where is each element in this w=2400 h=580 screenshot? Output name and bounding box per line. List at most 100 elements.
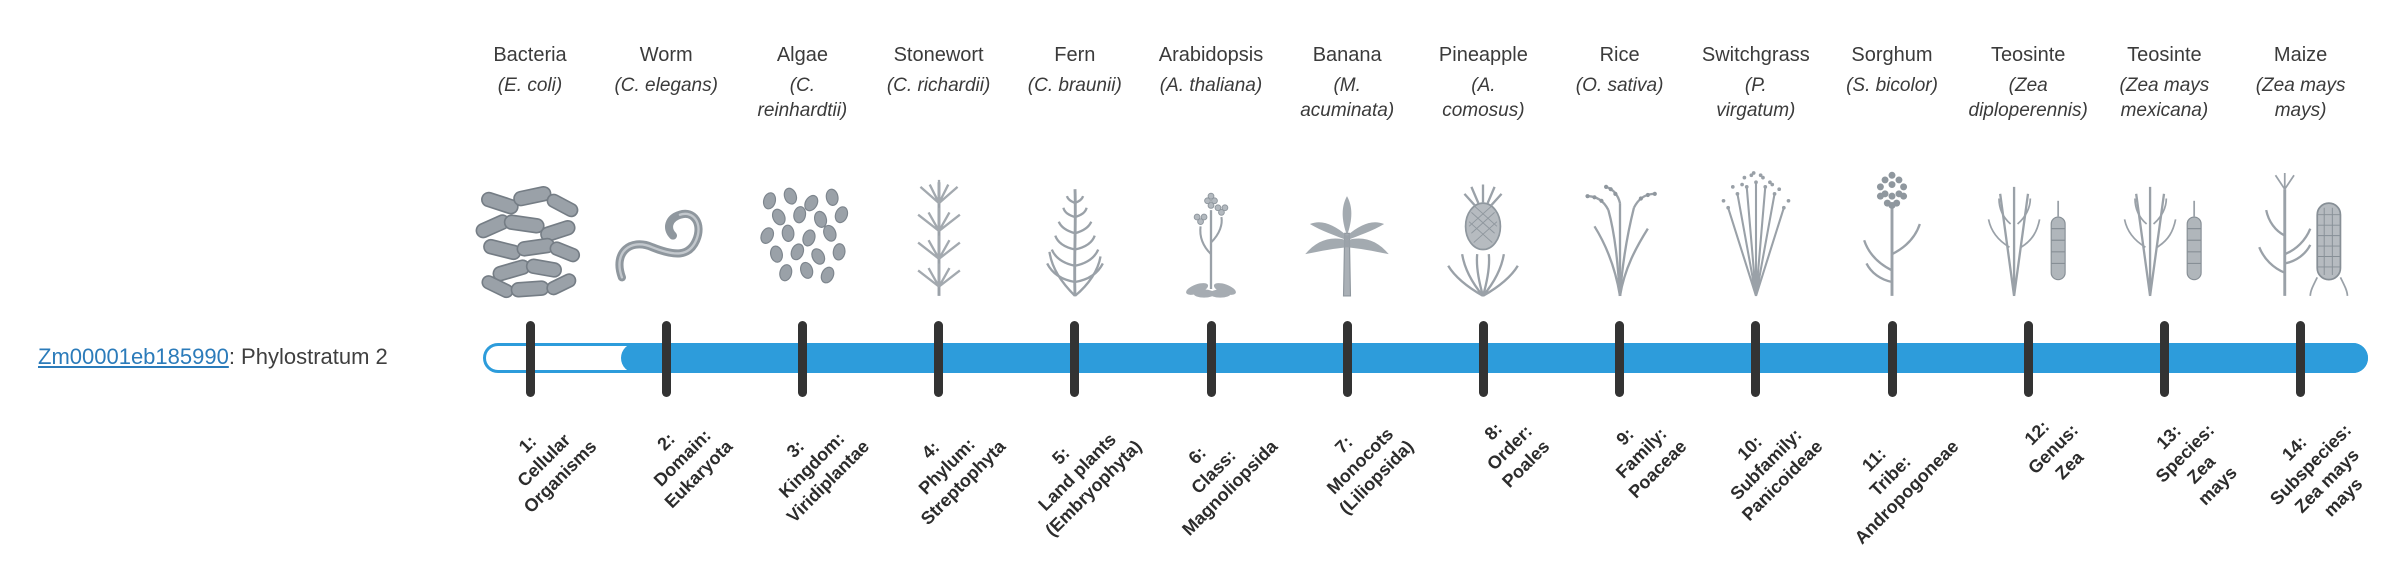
arabidopsis-icon [1186, 192, 1236, 298]
timeline-tick [2023, 321, 2033, 397]
organism-column: Banana (M. acuminata) 7: Monocots (Lilio… [1272, 0, 1422, 580]
organism-column: Teosinte (Zea mays mexicana) 13: Species… [2089, 0, 2242, 580]
common-name: Fern [1054, 44, 1096, 66]
stratum-label: 11: Tribe: Andropogoneae [1850, 436, 1963, 549]
timeline-tick [1615, 321, 1625, 397]
timeline-fill [621, 343, 2368, 373]
timeline-tick [661, 321, 671, 397]
organism-icon-box [2089, 128, 2239, 306]
stratum-label: 10: Subfamily: Panicoideae [1726, 424, 1827, 525]
scientific-name: (C. braunii) [1027, 75, 1122, 96]
stonewort-icon [917, 179, 961, 296]
common-name: Pineapple [1438, 44, 1528, 66]
algae-icon [760, 187, 849, 284]
sorghum-icon [1863, 171, 1921, 296]
organism-column: Fern (C. braunii) 5: Land plants (Embryo… [1000, 0, 1150, 580]
maize-icon [2257, 172, 2348, 296]
timeline-tick [1342, 321, 1352, 397]
organism-column: Arabidopsis (A. thaliana) 6: Class: Magn… [1136, 0, 1286, 580]
organism-icon-box [1817, 128, 1967, 306]
scientific-name: (C. richardii) [886, 75, 991, 96]
common-name: Stonewort [893, 44, 984, 66]
organism-column: Sorghum (S. bicolor) 11: Tribe: Andropog… [1817, 0, 1967, 580]
scientific-name: (C. elegans) [614, 75, 718, 96]
scientific-name: (M. acuminata) [1300, 75, 1395, 121]
teosinte-icon [1987, 186, 2066, 297]
teosinte-icon [2124, 186, 2203, 297]
scientific-name: (C. reinhardtii) [757, 75, 848, 121]
timeline-tick [525, 321, 535, 397]
switchgrass-icon [1721, 171, 1791, 297]
scientific-name: (O. sativa) [1575, 75, 1664, 96]
common-name: Worm [639, 44, 693, 66]
organism-icon-box [455, 128, 605, 306]
timeline-tick [2159, 321, 2169, 397]
organism-icon-box [1545, 128, 1695, 306]
rice-icon [1585, 184, 1657, 297]
organism-icon-box [1272, 128, 1422, 306]
common-name: Sorghum [1851, 44, 1933, 66]
organism-icon-box [1408, 128, 1558, 306]
common-name: Teosinte [2127, 44, 2202, 66]
organism-icon-box [1681, 128, 1831, 306]
organism-column: Stonewort (C. richardii) 4: Phylum: Stre… [864, 0, 1014, 580]
stratum-label: 4: Phylum: Streptophyta [914, 434, 1010, 529]
timeline-tick [1751, 321, 1761, 397]
worm-icon [615, 209, 703, 282]
stratum-label: 6: Class: Magnoliopsida [1178, 436, 1282, 540]
common-name: Algae [776, 44, 828, 66]
common-name: Banana [1312, 44, 1382, 66]
organism-icon-box [2226, 128, 2376, 306]
organism-column: Pineapple (A. comosus) 8: Order: Poales [1408, 0, 1558, 580]
organism-icon-box [1953, 128, 2103, 306]
scientific-name: (E. coli) [497, 75, 563, 96]
scientific-name: (P. virgatum) [1716, 75, 1796, 121]
timeline-tick [1206, 321, 1216, 397]
organism-column: Algae (C. reinhardtii) 3: Kingdom: Virid… [727, 0, 877, 580]
scientific-name: (Zea mays mexicana) [2119, 75, 2210, 121]
banana-icon [1305, 196, 1389, 297]
bacteria-icon [475, 185, 581, 299]
scientific-name: (Zea mays mays) [2255, 75, 2346, 121]
scientific-name: (A. comosus) [1442, 75, 1525, 121]
stratum-label: 12: Genus: Zea [2020, 416, 2088, 484]
timeline-tick [934, 321, 944, 397]
common-name: Switchgrass [1701, 44, 1810, 66]
organism-column: Maize (Zea mays mays) 14: Subspecies: Ze… [2226, 0, 2376, 580]
organism-column: Teosinte (Zea diploperennis) 12: Genus: … [1953, 0, 2103, 580]
gene-link[interactable]: Zm00001eb185990 [38, 344, 229, 369]
organism-column: Rice (O. sativa) 9: Family: Poaceae [1545, 0, 1695, 580]
stratum-label: 7: Monocots (Liliopsida) [1323, 423, 1418, 519]
timeline-tick [1478, 321, 1488, 397]
organism-column: Switchgrass (P. virgatum) 10: Subfamily:… [1681, 0, 1831, 580]
timeline-tick [2296, 321, 2306, 397]
scientific-name: (A. thaliana) [1159, 75, 1263, 96]
common-name: Bacteria [493, 44, 567, 66]
stratum-label: 1: Cellular Organisms [513, 429, 601, 517]
stratum-label: 3: Kingdom: Viridiplantae [774, 428, 873, 527]
common-name: Maize [2273, 44, 2328, 66]
organism-icon-box [591, 128, 741, 306]
common-name: Teosinte [1990, 44, 2066, 66]
common-name: Rice [1599, 44, 1640, 66]
timeline-tick [797, 321, 807, 397]
stratum-label: 2: Domain: Eukaryota [649, 425, 737, 512]
timeline-tick [1070, 321, 1080, 397]
stratum-label: 14: Subspecies: Zea mays mays [2265, 419, 2367, 521]
gene-label: Zm00001eb185990: Phylostratum 2 [38, 344, 388, 370]
pineapple-icon [1447, 184, 1520, 297]
organism-column: Bacteria (E. coli) 1: Cellular Organisms [455, 0, 605, 580]
fern-icon [1045, 189, 1104, 297]
stratum-label: 8: Order: Poales [1480, 418, 1554, 492]
organism-icon-box [864, 128, 1014, 306]
stratum-label: 9: Family: Poaceae [1611, 423, 1691, 503]
organism-icon-box [1000, 128, 1150, 306]
stratum-label: 5: Land plants (Embryophyta) [1034, 429, 1146, 541]
common-name: Arabidopsis [1158, 44, 1264, 66]
organism-icon-box [727, 128, 877, 306]
scientific-name: (Zea diploperennis) [1968, 75, 2088, 121]
timeline-tick [1887, 321, 1897, 397]
scientific-name: (S. bicolor) [1846, 75, 1938, 96]
gene-phylostratum-text: : Phylostratum 2 [228, 344, 388, 369]
